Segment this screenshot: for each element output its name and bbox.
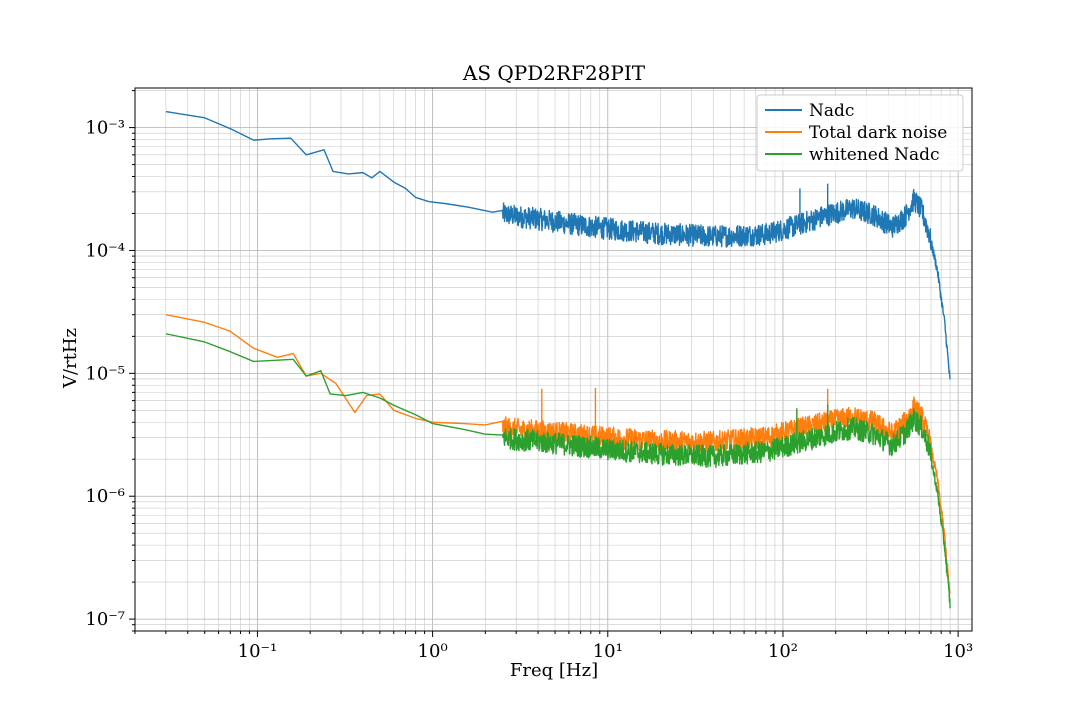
- legend-box: [756, 94, 964, 172]
- series-line: [165, 333, 951, 609]
- tick-layer: 10⁻¹ 10⁰ 10¹ 10² 10³ 10⁻³ 10⁻⁴ 10⁻⁵ 10⁻⁶ 10⁻⁷: [85, 90, 973, 662]
- x-tick-label: 10⁰: [418, 641, 448, 662]
- x-tick-label: 10⁻¹: [238, 641, 278, 662]
- legend-label: whitened Nadc: [809, 145, 940, 165]
- x-tick-label: 10²: [768, 641, 798, 662]
- y-tick-label: 10⁻⁶: [85, 486, 125, 507]
- grid-layer: [134, 88, 972, 632]
- y-tick-label: 10⁻³: [85, 118, 125, 139]
- series-line: [165, 110, 951, 380]
- chart-title: AS QPD2RF28PIT: [462, 61, 646, 85]
- x-tick-label: 10³: [943, 641, 973, 662]
- legend-label: Total dark noise: [809, 123, 947, 143]
- y-tick-label: 10⁻⁵: [85, 363, 125, 384]
- y-tick-label: 10⁻⁷: [85, 609, 125, 630]
- x-tick-label: 10¹: [593, 641, 623, 662]
- series-layer: [165, 110, 951, 609]
- plot-frame: [134, 87, 973, 632]
- y-axis-label: V/rtHz: [60, 328, 81, 389]
- legend-label: Nadc: [809, 101, 854, 121]
- y-tick-label: 10⁻⁴: [85, 240, 125, 261]
- x-axis-label: Freq [Hz]: [510, 660, 598, 681]
